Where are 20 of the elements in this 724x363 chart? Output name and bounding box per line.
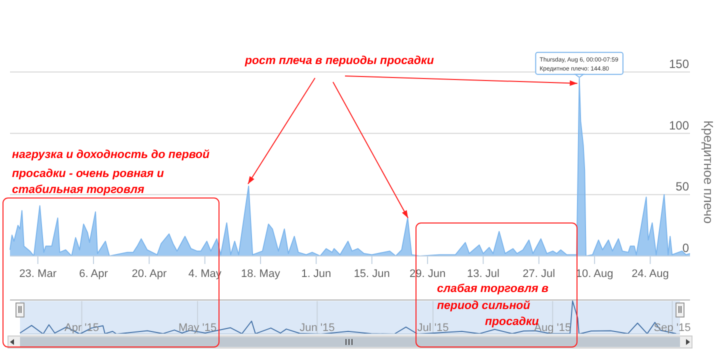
y-tick-label: 150 bbox=[668, 57, 690, 71]
y-tick-label: 100 bbox=[668, 118, 690, 132]
x-tick-label: 10. Aug bbox=[576, 268, 614, 280]
x-tick-label: 20. Apr bbox=[132, 268, 167, 280]
annotation: нагрузка и доходность до первой просадки - очень ровная и стабильная торговля bbox=[12, 149, 210, 196]
x-tick-label: 1. Jun bbox=[301, 268, 332, 280]
y-tick-label: 50 bbox=[676, 180, 690, 194]
annotation: рост плеча в периоды просадки bbox=[244, 55, 434, 67]
x-tick-label: Jun '15 bbox=[300, 322, 335, 334]
y-tick-label: 0 bbox=[682, 241, 690, 255]
y-axis-title: Кредитное плечо bbox=[701, 120, 716, 224]
x-tick-label: 27. Jul bbox=[522, 268, 556, 280]
x-tick-label: May '15 bbox=[178, 322, 217, 334]
x-tick-label: 15. Jun bbox=[354, 268, 390, 280]
x-tick-label: 13. Jul bbox=[467, 268, 500, 280]
x-tick-label: 23. Mar bbox=[19, 268, 57, 280]
x-tick-label: 24. Aug bbox=[632, 268, 669, 280]
x-tick-label: 6. Apr bbox=[79, 268, 108, 280]
x-tick-label: Jul '15 bbox=[417, 322, 449, 334]
x-tick-label: 18. May bbox=[240, 268, 281, 280]
